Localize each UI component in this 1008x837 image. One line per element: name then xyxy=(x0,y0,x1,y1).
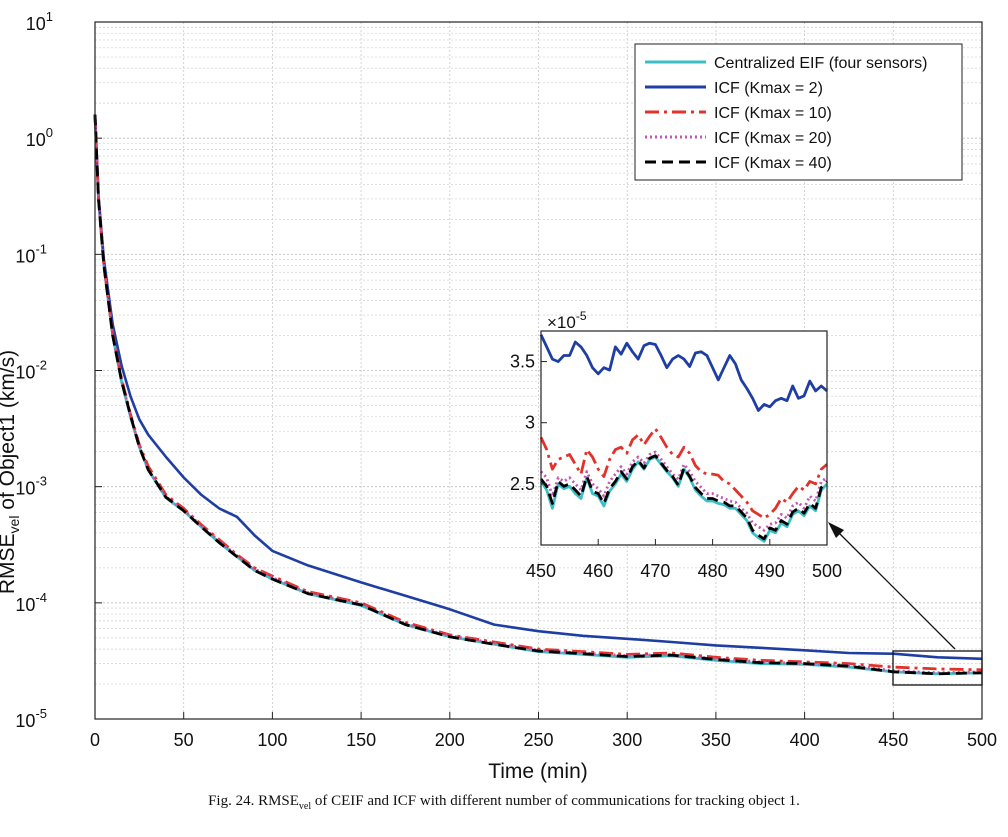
zoom-arrow-head xyxy=(828,522,844,538)
x-tick-label-2: 100 xyxy=(257,730,287,750)
inset-y-tick-label-2: 3.5 xyxy=(510,352,535,372)
series-line-1 xyxy=(93,114,983,661)
y-tick-exponent: -3 xyxy=(35,474,47,489)
y-tick-label-0: 101 xyxy=(26,9,53,34)
inset-series-line-4 xyxy=(539,454,829,541)
x-tick-label-7: 350 xyxy=(701,730,731,750)
inset-background xyxy=(541,331,827,545)
y-axis-label-prefix: RMSE xyxy=(0,533,19,595)
legend: Centralized EIF (four sensors) ICF (Kmax … xyxy=(645,55,927,172)
legend-label-4: ICF (Kmax = 40) xyxy=(714,155,832,172)
x-axis-label: Time (min) xyxy=(488,760,588,783)
y-tick-base: 10 xyxy=(15,711,35,731)
caption-suffix: of CEIF and ICF with different number of… xyxy=(311,793,800,809)
inset-y-tick-label-0: 2.5 xyxy=(510,474,535,494)
x-tick-label-8: 400 xyxy=(790,730,820,750)
y-tick-label-6: 10-5 xyxy=(15,706,47,731)
x-tick-label-4: 200 xyxy=(435,730,465,750)
y-tick-label-3: 10-2 xyxy=(15,358,47,383)
y-axis-label: RMSEvel of Object1 (km/s) xyxy=(0,262,22,682)
y-tick-base: 10 xyxy=(26,14,46,34)
caption-subscript: vel xyxy=(298,801,312,812)
y-tick-base: 10 xyxy=(15,479,35,499)
legend-label-0: Centralized EIF (four sensors) xyxy=(714,55,927,72)
y-tick-label-2: 10-1 xyxy=(15,241,47,266)
y-tick-exponent: -4 xyxy=(35,590,47,605)
inset-series-line-3 xyxy=(539,450,828,532)
x-tick-label-10: 500 xyxy=(967,730,997,750)
inset-y-tick-label-1: 3 xyxy=(525,413,535,433)
legend-box xyxy=(634,43,963,181)
y-tick-exponent: 1 xyxy=(46,9,53,24)
series-line-2 xyxy=(93,114,983,672)
inset-x-tick-label-0: 450 xyxy=(526,561,556,581)
legend-label-3: ICF (Kmax = 20) xyxy=(714,130,832,147)
inset-x-ticks: 450 460 470 480 490 500 xyxy=(526,539,842,581)
y-tick-label-1: 100 xyxy=(26,125,53,150)
y-tick-label-4: 10-3 xyxy=(15,474,47,499)
inset-plot-frame xyxy=(540,330,828,546)
x-tick-label-6: 300 xyxy=(612,730,642,750)
x-tick-label-3: 150 xyxy=(346,730,376,750)
main-x-ticks: 0 50 100 150 200 250 300 350 400 450 500 xyxy=(90,712,997,750)
inset-x-tick-label-2: 470 xyxy=(640,561,670,581)
zoom-region-box xyxy=(892,650,983,686)
y-tick-base: 10 xyxy=(15,595,35,615)
y-tick-exponent: 0 xyxy=(46,125,53,140)
main-series-group xyxy=(93,114,983,676)
inset-y-ticks: 2.5 3 3.5 xyxy=(510,352,547,494)
inset-x-tick-label-3: 480 xyxy=(698,561,728,581)
legend-label-2: ICF (Kmax = 10) xyxy=(714,105,832,122)
rmse-chart: 0 50 100 150 200 250 300 350 400 450 500 10110010-… xyxy=(15,9,997,783)
y-tick-base: 10 xyxy=(15,246,35,266)
zoom-arrow-line xyxy=(837,531,956,650)
y-tick-exponent: -2 xyxy=(35,358,47,373)
y-tick-base: 10 xyxy=(26,130,46,150)
inset-series-line-1 xyxy=(539,334,828,412)
inset-series-group xyxy=(539,334,829,543)
inset-series-line-2 xyxy=(539,427,828,520)
caption-prefix: Fig. 24. RMSE xyxy=(208,793,299,809)
legend-label-1: ICF (Kmax = 2) xyxy=(714,80,823,97)
inset-x-tick-label-5: 500 xyxy=(812,561,842,581)
inset-scale-base: ×10 xyxy=(547,313,576,332)
figure-caption: Fig. 24. RMSEvel of CEIF and ICF with di… xyxy=(0,793,1008,812)
x-tick-label-0: 0 xyxy=(90,730,100,750)
y-tick-label-5: 10-4 xyxy=(15,590,47,615)
x-tick-label-5: 250 xyxy=(523,730,553,750)
y-tick-exponent: -5 xyxy=(35,706,47,721)
y-tick-exponent: -1 xyxy=(35,241,47,256)
inset-scale-exponent: -5 xyxy=(576,309,587,323)
y-axis-label-subscript: vel xyxy=(6,515,23,534)
x-tick-label-9: 450 xyxy=(878,730,908,750)
y-tick-base: 10 xyxy=(15,363,35,383)
series-line-4 xyxy=(93,114,983,676)
y-axis-label-suffix: of Object1 (km/s) xyxy=(0,349,19,510)
x-tick-label-1: 50 xyxy=(174,730,194,750)
inset-x-tick-label-4: 490 xyxy=(755,561,785,581)
inset-scale-label: ×10-5 xyxy=(547,309,587,332)
inset-x-tick-label-1: 460 xyxy=(583,561,613,581)
